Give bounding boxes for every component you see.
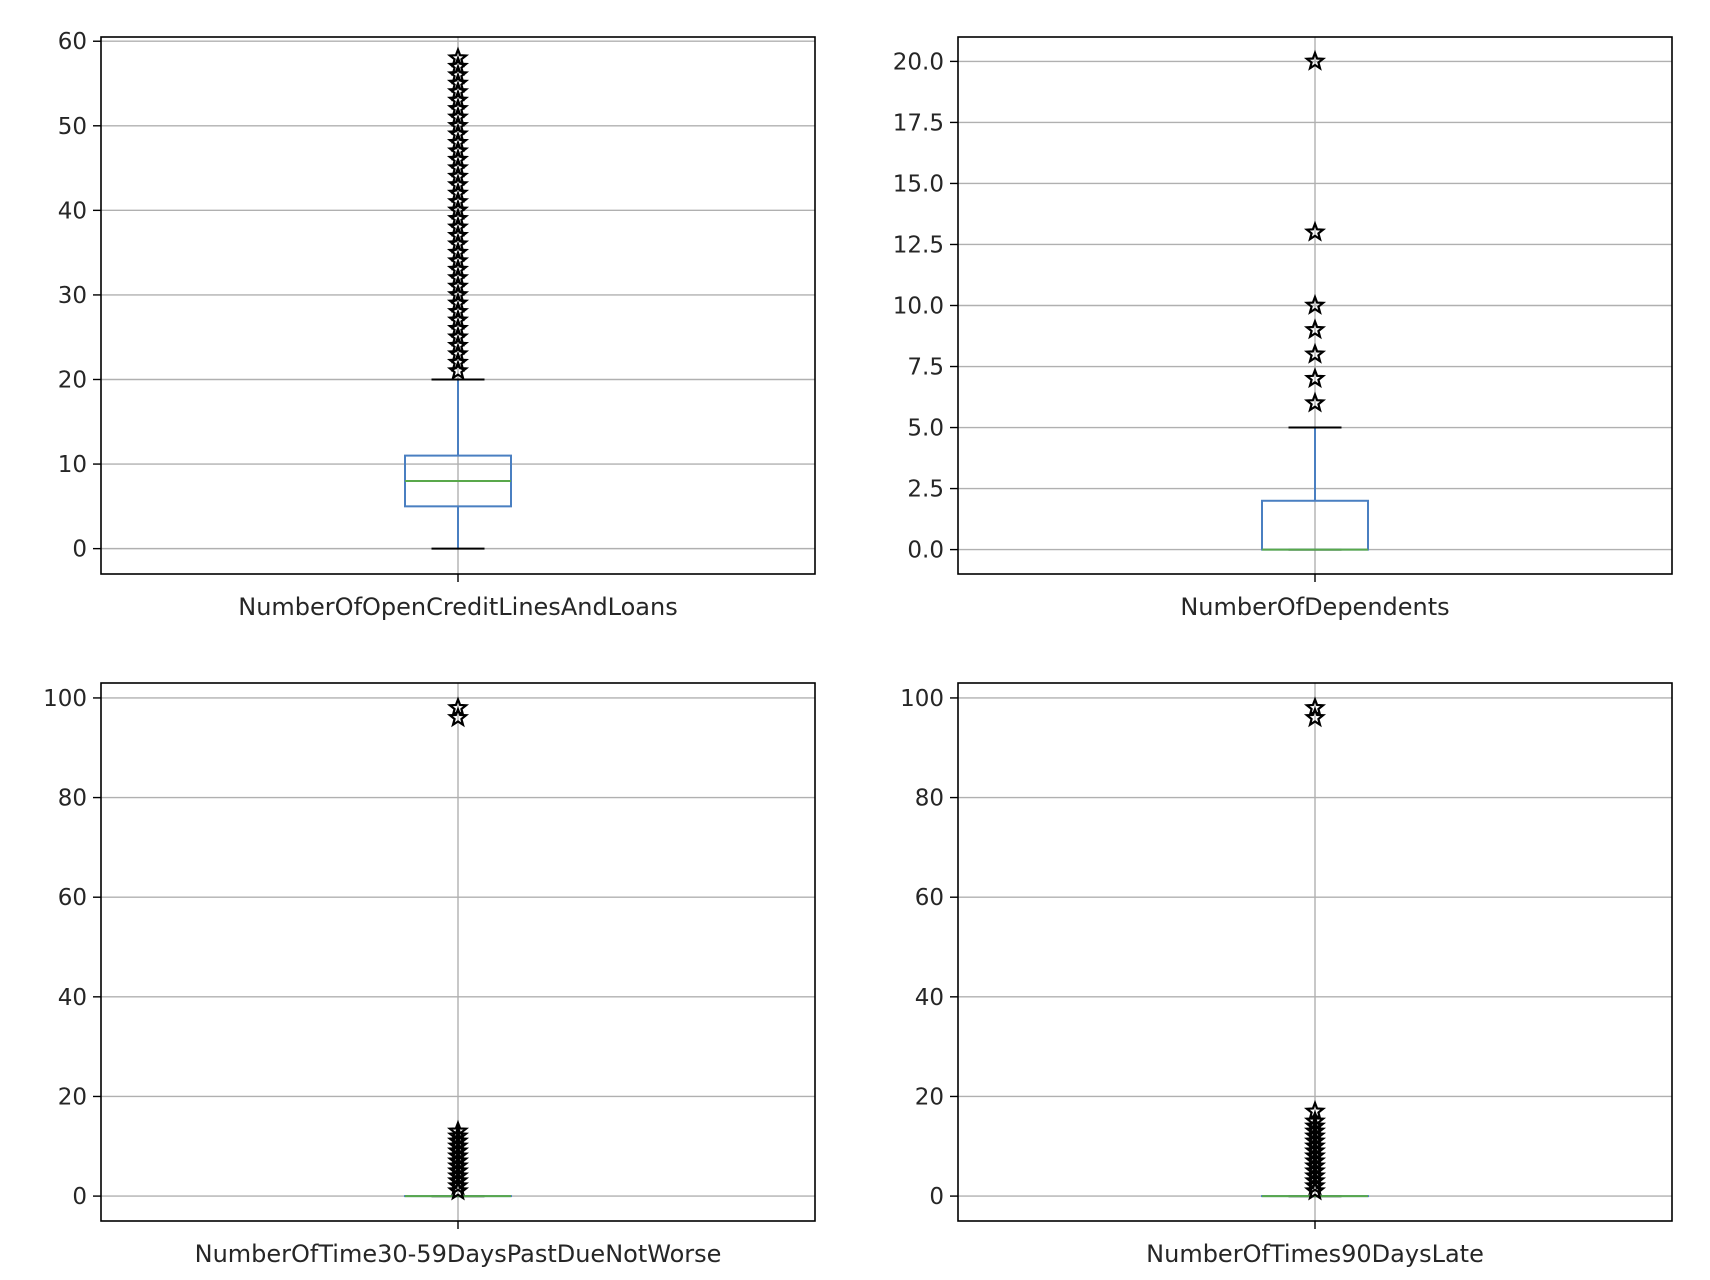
y-tick-label: 10 (58, 452, 87, 478)
outlier-point (446, 54, 470, 76)
y-tick-label: 100 (900, 686, 944, 712)
y-tick-label: 80 (58, 786, 87, 812)
y-tick-label: 20 (58, 367, 87, 393)
outlier-point (446, 148, 470, 170)
x-tick-label: NumberOfOpenCreditLinesAndLoans (238, 593, 677, 621)
y-tick-label: 5.0 (907, 416, 944, 442)
outlier-point (446, 317, 470, 339)
outlier-point (1303, 1114, 1327, 1136)
y-tick-label: 80 (915, 786, 944, 812)
outlier-point (1303, 696, 1327, 718)
outlier-point (446, 300, 470, 322)
y-tick-label: 0.0 (907, 538, 944, 564)
outlier-point (1303, 391, 1327, 413)
y-tick-label: 20.0 (893, 49, 944, 75)
outlier-point (446, 334, 470, 356)
y-tick-label: 0 (929, 1184, 944, 1210)
axes-frame (957, 36, 1673, 575)
x-tick-label: NumberOfTimes90DaysLate (1146, 1240, 1484, 1268)
outlier-point (446, 342, 470, 364)
outlier-point (446, 350, 470, 372)
axes-frame (100, 36, 816, 575)
panel-dependents: 0.0 2.5 5.0 7.5 10.0 12.5 15.0 17.5 20.0 NumberOf… (893, 36, 1673, 621)
axes-frame (100, 682, 816, 1222)
outlier-point (446, 249, 470, 271)
outlier-point (446, 359, 470, 381)
outlier-point (446, 105, 470, 127)
outlier-point (446, 274, 470, 296)
y-tick-label: 12.5 (893, 232, 944, 258)
x-tick-label: NumberOfDependents (1180, 593, 1449, 621)
outlier-point (446, 164, 470, 186)
outlier-point (446, 198, 470, 220)
outlier-point (446, 232, 470, 254)
outlier-point (446, 88, 470, 110)
outlier-point (1303, 293, 1327, 315)
outlier-point (446, 190, 470, 212)
y-tick-label: 15.0 (893, 171, 944, 197)
outlier-point (446, 224, 470, 246)
y-tick-label: 7.5 (907, 355, 944, 381)
y-tick-label: 60 (915, 885, 944, 911)
outlier-point (446, 156, 470, 178)
outlier-point (1303, 1099, 1327, 1121)
outlier-point (1303, 367, 1327, 389)
outlier-point (446, 122, 470, 144)
outlier-point (446, 696, 470, 718)
y-tick-label: 50 (58, 114, 87, 140)
outlier-point (446, 241, 470, 263)
panel-30-59-days-past-due: 0 20 40 60 80 100 NumberOfTime30-59DaysPastDue… (43, 682, 816, 1268)
y-tick-label: 60 (58, 885, 87, 911)
outlier-point (446, 46, 470, 68)
outlier-point (1303, 318, 1327, 340)
outlier-point (1303, 49, 1327, 71)
outlier-point (446, 257, 470, 279)
outlier-point (446, 63, 470, 85)
outlier-point (446, 308, 470, 330)
y-tick-label: 0 (72, 1184, 87, 1210)
outlier-point (446, 215, 470, 237)
outlier-point (446, 114, 470, 136)
outlier-point (446, 266, 470, 288)
outlier-point (446, 131, 470, 153)
y-tick-label: 20 (915, 1084, 944, 1110)
y-tick-label: 40 (58, 198, 87, 224)
x-tick-label: NumberOfTime30-59DaysPastDueNotWorse (195, 1240, 722, 1268)
outlier-point (1303, 342, 1327, 364)
y-tick-label: 60 (58, 29, 87, 55)
outlier-point (446, 291, 470, 313)
y-tick-label: 20 (58, 1084, 87, 1110)
outlier-point (446, 283, 470, 305)
y-tick-label: 40 (58, 985, 87, 1011)
outlier-point (446, 97, 470, 119)
outlier-point (446, 139, 470, 161)
outlier-point (446, 207, 470, 229)
outlier-point (446, 181, 470, 203)
y-tick-label: 100 (43, 686, 87, 712)
y-tick-label: 0 (72, 537, 87, 563)
outlier-point (446, 71, 470, 93)
axes-frame (957, 682, 1673, 1222)
y-tick-label: 10.0 (893, 294, 944, 320)
y-tick-label: 17.5 (893, 110, 944, 136)
y-tick-label: 40 (915, 985, 944, 1011)
y-tick-label: 30 (58, 283, 87, 309)
outlier-point (446, 1119, 470, 1141)
outlier-point (446, 325, 470, 347)
outlier-point (446, 173, 470, 195)
outlier-point (446, 80, 470, 102)
outlier-point (1303, 220, 1327, 242)
y-tick-label: 2.5 (907, 477, 944, 503)
panel-open-credit-lines: 0 10 20 30 40 50 60 NumberOfOpenCreditLinesAndL… (58, 29, 816, 621)
panel-90-days-late: 0 20 40 60 80 100 NumberOfTimes90DaysLate (900, 682, 1673, 1268)
outlier-point (446, 1124, 470, 1146)
